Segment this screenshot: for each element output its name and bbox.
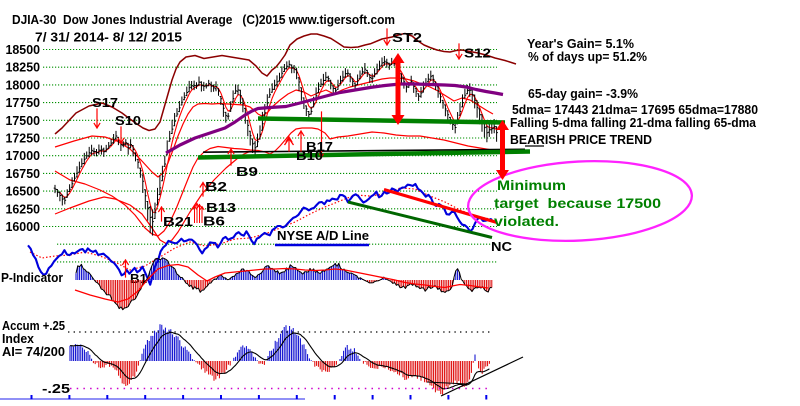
svg-text:7/ 31/ 2014- 8/ 12/ 2015: 7/ 31/ 2014- 8/ 12/ 2015: [35, 30, 182, 45]
svg-text:violated.: violated.: [494, 213, 559, 229]
svg-text:% of days up= 51.2%: % of days up= 51.2%: [528, 50, 647, 64]
svg-text:target because 17500: target because 17500: [494, 195, 661, 211]
svg-text:16500: 16500: [6, 185, 41, 199]
svg-text:17750: 17750: [6, 96, 41, 110]
svg-text:P-Indicator: P-Indicator: [1, 271, 63, 285]
svg-text:Falling 5-dma falling 21-dma: Falling 5-dma falling 21-dma falling 65-…: [510, 116, 757, 130]
svg-text:17500: 17500: [6, 114, 41, 128]
svg-text:B2: B2: [205, 179, 227, 194]
svg-text:B17: B17: [306, 139, 333, 154]
svg-text:B13: B13: [206, 200, 236, 215]
svg-text:NC: NC: [491, 239, 513, 254]
svg-text:Minimum: Minimum: [497, 177, 566, 193]
svg-text:65-day gain= -3.9%: 65-day gain= -3.9%: [528, 87, 638, 101]
svg-text:B6: B6: [203, 214, 225, 229]
svg-text:5dma= 17443 21dma= 17695 65dma: 5dma= 17443 21dma= 17695 65dma=17880: [512, 103, 758, 117]
svg-text:DJIA-30 Dow Jones Industrial: DJIA-30 Dow Jones Industrial Average (C)…: [12, 12, 395, 27]
svg-text:Year's Gain= 5.1%: Year's Gain= 5.1%: [527, 37, 634, 51]
svg-text:BEARISH PRICE TREND: BEARISH PRICE TREND: [510, 133, 652, 147]
svg-text:S12: S12: [464, 46, 491, 61]
svg-text:18250: 18250: [6, 61, 41, 75]
svg-text:16750: 16750: [6, 167, 41, 181]
svg-text:B9: B9: [236, 164, 258, 179]
svg-text:AI= 74/200: AI= 74/200: [2, 345, 65, 359]
svg-text:NYSE A/D Line: NYSE A/D Line: [277, 228, 369, 243]
svg-text:Accum +.25: Accum +.25: [2, 319, 65, 333]
svg-text:17000: 17000: [6, 149, 41, 163]
svg-text:S10: S10: [115, 113, 141, 128]
svg-text:18000: 18000: [6, 78, 41, 92]
svg-text:-.25: -.25: [42, 382, 70, 396]
svg-text:B21: B21: [163, 214, 193, 229]
svg-text:ST2: ST2: [392, 30, 422, 45]
svg-text:Index: Index: [2, 332, 34, 346]
svg-text:16250: 16250: [6, 202, 41, 216]
svg-text:18500: 18500: [6, 43, 41, 57]
svg-text:S17: S17: [92, 95, 118, 110]
svg-text:17250: 17250: [6, 132, 41, 146]
svg-text:B10: B10: [296, 148, 323, 163]
svg-text:16000: 16000: [6, 220, 41, 234]
